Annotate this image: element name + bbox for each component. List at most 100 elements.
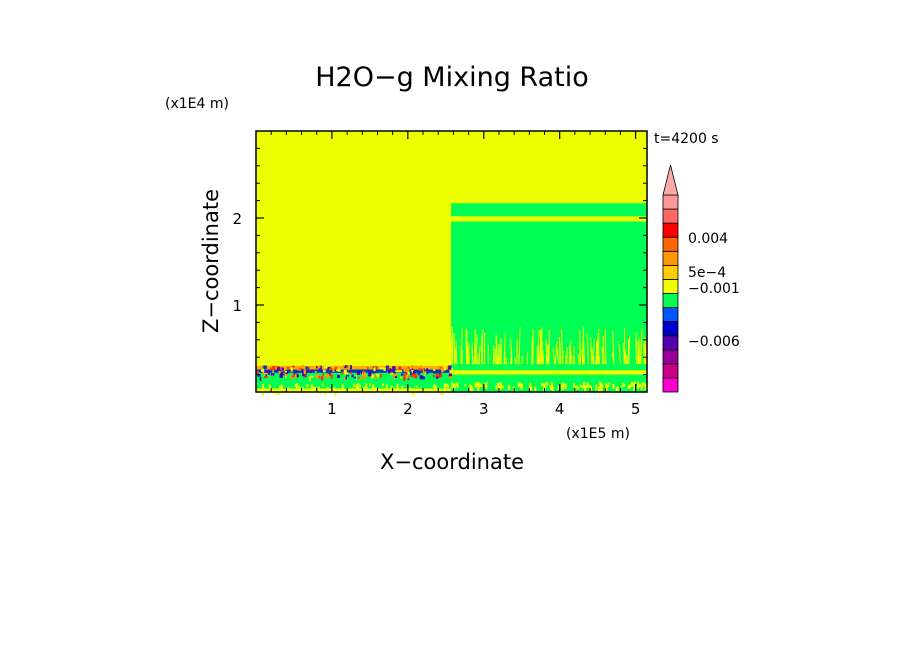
noise-streak bbox=[380, 373, 383, 378]
noise-dot bbox=[454, 386, 457, 389]
noise-streak bbox=[256, 370, 259, 375]
noise-streak bbox=[327, 366, 331, 370]
noise-dot bbox=[579, 384, 582, 388]
noise-streak bbox=[421, 375, 426, 380]
noise-streak bbox=[372, 370, 375, 374]
noise-streak bbox=[363, 374, 367, 379]
noise-streak bbox=[406, 373, 409, 376]
noise-spike bbox=[478, 353, 480, 365]
noise-dot bbox=[595, 384, 598, 391]
noise-streak bbox=[304, 372, 307, 378]
noise-streak bbox=[395, 370, 398, 372]
chart-title: H2O−g Mixing Ratio bbox=[315, 62, 589, 93]
noise-streak bbox=[290, 367, 293, 372]
time-label: t=4200 s bbox=[654, 131, 719, 147]
noise-streak bbox=[376, 374, 380, 378]
noise-streak bbox=[346, 365, 350, 370]
field-region-2 bbox=[451, 216, 647, 222]
noise-dot bbox=[599, 382, 602, 386]
noise-dot bbox=[517, 382, 520, 387]
noise-spike bbox=[639, 332, 643, 365]
noise-dot bbox=[612, 383, 615, 389]
colorbar: 0.004 5e−4−0.001 −0.006 bbox=[662, 164, 740, 393]
noise-streak bbox=[346, 374, 350, 377]
noise-streak bbox=[405, 372, 408, 375]
x-tick-label: 4 bbox=[555, 400, 565, 418]
noise-streak bbox=[264, 375, 268, 378]
noise-spike bbox=[499, 350, 502, 365]
noise-streak bbox=[434, 371, 438, 374]
noise-streak bbox=[263, 365, 267, 369]
noise-streak bbox=[281, 367, 284, 371]
noise-streak bbox=[260, 369, 264, 372]
noise-dot bbox=[434, 385, 437, 391]
colorbar-swatch bbox=[662, 279, 679, 294]
noise-streak bbox=[342, 365, 344, 368]
noise-dot bbox=[501, 385, 504, 389]
noise-dot bbox=[575, 385, 578, 389]
noise-streak bbox=[423, 374, 426, 377]
noise-dot bbox=[408, 387, 411, 392]
noise-streak bbox=[325, 374, 329, 379]
noise-streak bbox=[413, 373, 418, 379]
noise-dot bbox=[500, 382, 503, 387]
noise-dot bbox=[477, 386, 480, 392]
noise-streak bbox=[343, 369, 347, 375]
noise-spike bbox=[518, 326, 521, 365]
noise-dot bbox=[337, 389, 340, 393]
noise-streak bbox=[333, 367, 336, 370]
noise-streak bbox=[290, 375, 293, 379]
noise-spike bbox=[560, 328, 564, 365]
noise-spike bbox=[623, 347, 626, 365]
noise-streak bbox=[276, 366, 280, 371]
noise-dot bbox=[262, 384, 265, 389]
noise-streak bbox=[432, 374, 435, 378]
noise-dot bbox=[331, 387, 334, 392]
noise-streak bbox=[300, 365, 304, 368]
noise-dot bbox=[355, 385, 358, 389]
noise-spike bbox=[492, 345, 496, 365]
colorbar-label: 5e−4 bbox=[688, 265, 726, 281]
noise-streak bbox=[410, 365, 414, 368]
noise-streak bbox=[278, 370, 282, 374]
x-ticks: 1 2 3 4 5 bbox=[270, 131, 640, 418]
noise-streak bbox=[285, 374, 288, 377]
noise-spike bbox=[618, 344, 621, 365]
noise-dot bbox=[642, 382, 645, 386]
noise-dot bbox=[447, 384, 450, 389]
noise-streak bbox=[390, 372, 393, 376]
noise-streak bbox=[324, 365, 328, 369]
noise-spike bbox=[556, 347, 559, 365]
noise-streak bbox=[283, 374, 286, 376]
noise-streak bbox=[439, 374, 443, 378]
noise-streak bbox=[384, 365, 387, 370]
noise-streak bbox=[375, 366, 378, 370]
noise-dot bbox=[543, 383, 546, 390]
noise-dot bbox=[363, 387, 366, 391]
noise-dot bbox=[605, 383, 608, 388]
noise-dot bbox=[372, 384, 375, 389]
noise-streak bbox=[273, 370, 276, 373]
noise-spike bbox=[573, 346, 576, 365]
noise-streak bbox=[259, 376, 262, 381]
noise-streak bbox=[359, 376, 362, 381]
noise-dot bbox=[365, 383, 368, 389]
noise-dot bbox=[313, 386, 316, 391]
noise-dot bbox=[393, 387, 396, 392]
noise-streak bbox=[320, 365, 322, 370]
noise-dot bbox=[396, 383, 399, 389]
noise-streak bbox=[448, 373, 452, 377]
noise-dot bbox=[546, 383, 549, 386]
noise-streak bbox=[407, 371, 410, 375]
noise-dot bbox=[372, 387, 375, 391]
noise-dot bbox=[534, 386, 537, 392]
noise-streak bbox=[285, 375, 287, 379]
noise-dot bbox=[519, 382, 522, 387]
noise-streak bbox=[328, 371, 331, 375]
noise-spike bbox=[569, 340, 572, 365]
noise-spike bbox=[521, 355, 524, 365]
noise-streak bbox=[362, 370, 365, 375]
noise-streak bbox=[294, 374, 297, 379]
noise-streak bbox=[322, 373, 324, 378]
